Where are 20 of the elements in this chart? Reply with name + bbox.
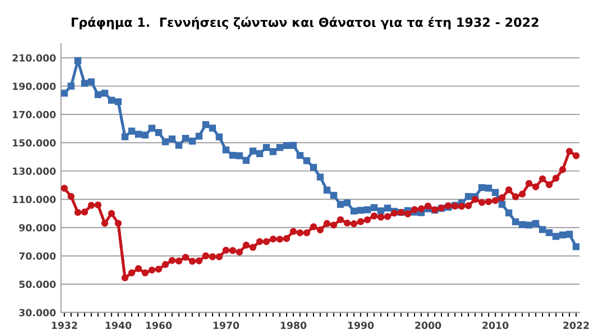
y-tick-label: 150.000 (12, 139, 56, 147)
y-tick-label: 110.000 (12, 196, 56, 204)
y-tick-label: 130.000 (12, 167, 56, 175)
y-tick-label: 50.000 (19, 280, 56, 288)
x-tick-label: 2022 (563, 322, 589, 330)
y-tick-label: 170.000 (12, 110, 56, 118)
y-tick-label: 190.000 (12, 82, 56, 90)
chart-title: Γράφημα 1. Γεννήσεις ζώντων και Θάνατοι για τα έτη 1932 - 2022 (72, 16, 538, 30)
x-tick-label: 2010 (482, 322, 508, 330)
x-tick-label: 1970 (214, 322, 240, 330)
y-tick-label: 30.000 (19, 308, 56, 316)
x-tick-label: 2000 (415, 322, 442, 330)
y-tick-label: 210.000 (12, 54, 56, 62)
x-tick-label: 1932 (52, 322, 78, 330)
x-tick-label: 1990 (348, 322, 374, 330)
y-tick-label: 90.000 (19, 224, 56, 232)
y-tick-label: 70.000 (19, 252, 56, 260)
x-tick-label: 1940 (106, 322, 132, 330)
x-tick-label: 1960 (146, 322, 172, 330)
x-tick-label: 1980 (280, 322, 306, 330)
